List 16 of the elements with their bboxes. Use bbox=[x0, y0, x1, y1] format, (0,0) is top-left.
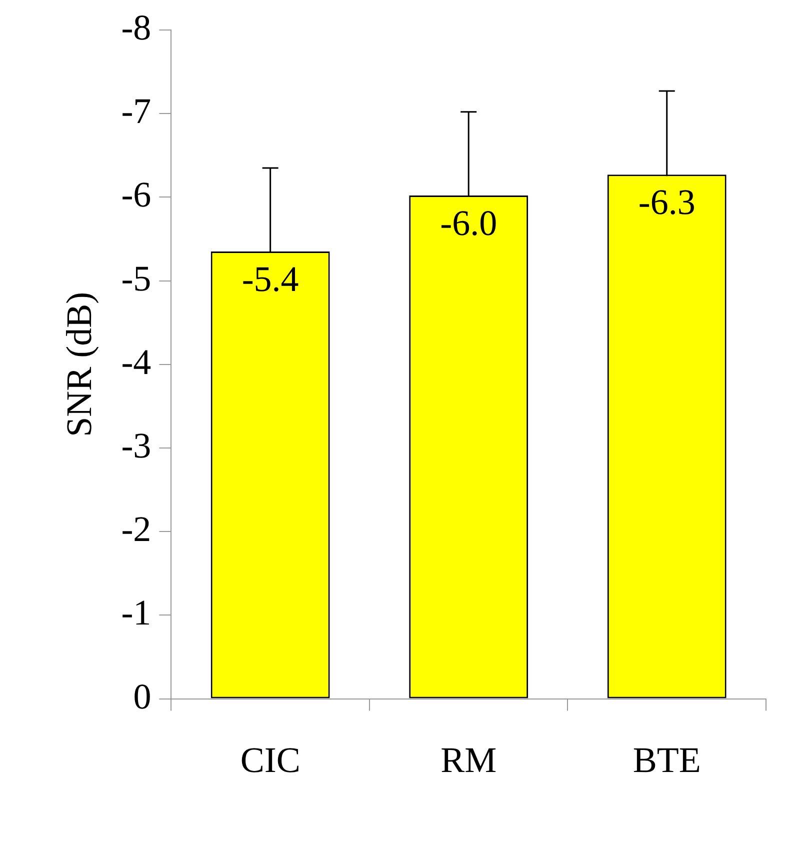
y-tick-label: -5 bbox=[121, 258, 152, 298]
x-tick-label: CIC bbox=[240, 740, 300, 780]
y-axis-title: SNR (dB) bbox=[59, 292, 100, 437]
x-tick-label: BTE bbox=[632, 740, 701, 780]
y-tick-label: 0 bbox=[133, 676, 152, 716]
y-tick-label: -6 bbox=[121, 174, 152, 215]
data-label: -5.4 bbox=[242, 258, 299, 299]
y-tick-label: -8 bbox=[121, 7, 152, 48]
y-tick-label: -2 bbox=[121, 509, 152, 550]
y-tick-label: -4 bbox=[121, 342, 152, 382]
data-label: -6.3 bbox=[638, 182, 696, 222]
y-tick-label: -3 bbox=[121, 425, 152, 466]
x-tick-label: RM bbox=[440, 740, 497, 780]
y-tick-label: -1 bbox=[121, 592, 152, 633]
data-label: -6.0 bbox=[440, 202, 498, 243]
y-tick-label: -7 bbox=[121, 91, 152, 132]
